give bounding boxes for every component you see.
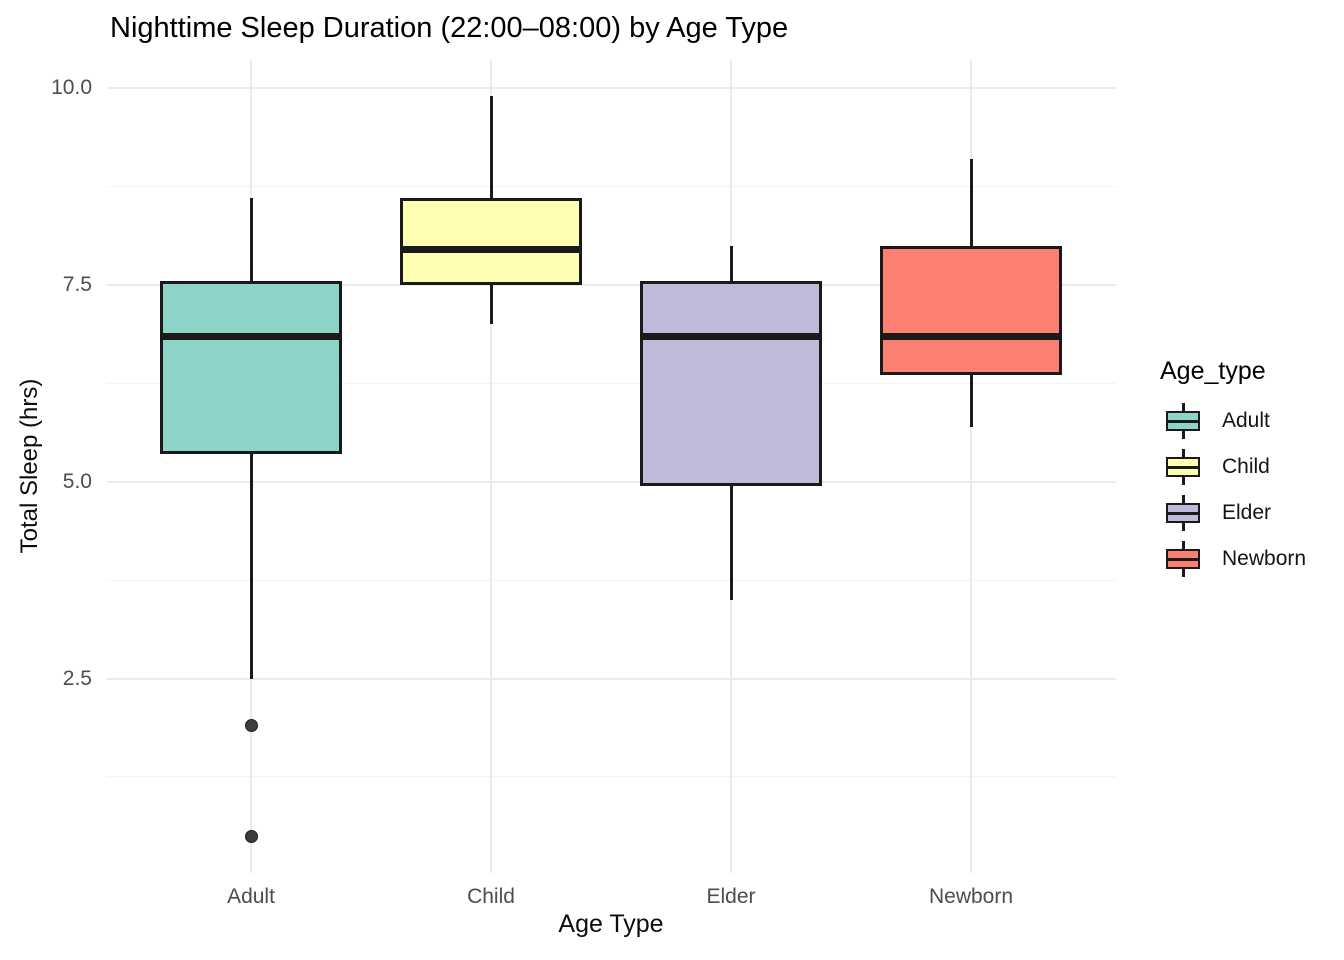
whisker-lower-child [489,284,493,325]
legend-item-elder: Elder [1166,495,1306,531]
x-tick-label: Elder [706,885,756,908]
key-median [1166,465,1200,469]
gridline-minor-y [107,186,1116,188]
outlier-point-adult [244,719,258,733]
boxplot-key-icon [1166,495,1200,531]
legend: Age_type Adult Child [1160,355,1306,577]
y-axis-title: Total Sleep (hrs) [16,378,43,554]
key-median [1166,557,1200,561]
gridline-minor-y [107,776,1116,778]
legend-items: Adult Child Elder [1166,403,1306,577]
legend-title: Age_type [1160,357,1266,385]
median-line-elder [640,332,822,340]
gridline-minor-y [107,579,1116,581]
gridline-major-x [970,59,972,873]
outlier-point-adult [244,829,258,843]
median-line-adult [160,332,342,340]
median-line-newborn [880,332,1062,340]
y-tick-label: 5.0 [62,469,92,493]
x-tick-label: Child [467,885,515,908]
whisker-lower-elder [729,485,733,600]
whisker-lower-newborn [969,375,973,427]
median-line-child [400,246,582,253]
y-tick-label: 7.5 [62,272,92,296]
boxplot-key-icon [1166,403,1200,439]
boxplot-box-adult [160,281,342,455]
gridline-major-y [107,87,1116,90]
whisker-upper-adult [249,198,253,281]
boxplot-box-newborn [880,245,1062,376]
boxplot-key-icon [1166,449,1200,485]
legend-item-adult: Adult [1166,403,1306,439]
boxplot-box-elder [640,281,822,486]
x-tick-label: Adult [227,885,275,908]
legend-item-label: Elder [1222,501,1272,524]
whisker-lower-adult [249,454,253,679]
x-tick-label: Newborn [928,885,1014,908]
gridline-major-x [490,59,492,873]
legend-item-child: Child [1166,449,1306,485]
key-median [1166,419,1200,423]
legend-item-label: Child [1222,455,1270,478]
gridline-major-y [107,283,1116,286]
y-tick-label: 2.5 [62,666,92,690]
y-tick-label: 10.0 [51,76,92,100]
key-median [1166,511,1200,515]
legend-item-newborn: Newborn [1166,541,1306,577]
legend-item-label: Newborn [1222,547,1307,570]
x-axis-title: Age Type [558,910,664,938]
boxplot-box-child [400,198,582,285]
plot-panel [107,59,1116,873]
whisker-upper-newborn [969,158,973,246]
whisker-upper-elder [729,245,733,281]
chart-title: Nighttime Sleep Duration (22:00–08:00) b… [110,12,789,44]
legend-item-label: Adult [1222,409,1270,432]
boxplot-key-icon [1166,541,1200,577]
gridline-minor-y [107,382,1116,384]
whisker-upper-child [489,96,493,199]
gridline-major-y [107,480,1116,483]
gridline-major-y [107,677,1116,680]
